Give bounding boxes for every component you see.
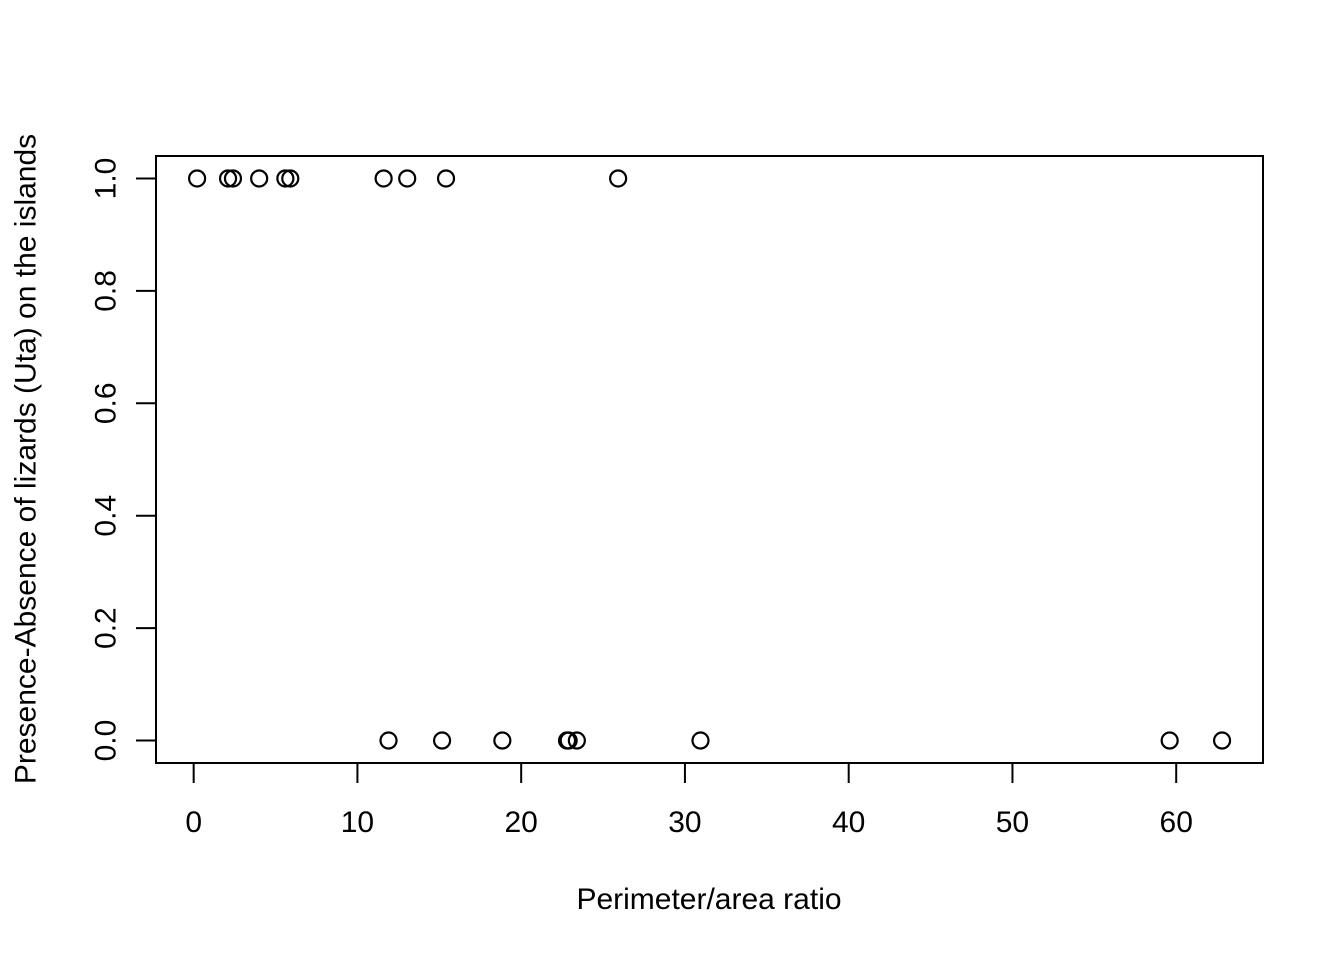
y-axis-tick-label: 0.4 [90, 495, 123, 537]
data-point [379, 731, 398, 750]
y-axis-tick-label: 1.0 [90, 158, 123, 200]
data-point [218, 169, 238, 188]
data-point [436, 169, 456, 188]
data-point [432, 731, 452, 750]
data-point [281, 169, 300, 188]
y-axis-tick-label: 0.0 [90, 720, 123, 762]
y-axis-tick-label: 0.8 [90, 270, 123, 312]
x-axis-ticks: 0 10 20 30 40 50 60 [185, 763, 1193, 839]
y-axis-label: Presence-Absence of lizards (Uta) on the… [10, 134, 43, 784]
data-point [559, 731, 578, 750]
data-point [609, 169, 628, 188]
plot-area [155, 155, 1264, 764]
data-point [567, 731, 586, 750]
data-point [374, 169, 393, 188]
x-axis-tick-label: 30 [668, 806, 701, 839]
x-axis-tick-label: 20 [504, 806, 537, 839]
x-axis-tick-label: 50 [996, 806, 1029, 839]
data-points [188, 169, 1232, 750]
x-axis-tick-label: 0 [185, 806, 202, 839]
data-point [1212, 731, 1232, 750]
data-point [691, 731, 710, 750]
x-axis-label: Perimeter/area ratio [576, 883, 841, 916]
data-point [1160, 731, 1179, 750]
y-axis-tick-label: 0.6 [90, 382, 123, 424]
data-point [398, 169, 417, 188]
y-axis-ticks: 0.0 0.2 0.4 0.6 0.8 1.0 [90, 158, 156, 762]
data-point [223, 169, 243, 188]
data-point [276, 169, 295, 188]
x-axis-tick-label: 10 [341, 806, 374, 839]
data-point [493, 731, 512, 750]
x-axis-tick-label: 60 [1160, 806, 1193, 839]
y-axis-tick-label: 0.2 [90, 607, 123, 649]
x-axis-tick-label: 40 [832, 806, 865, 839]
data-point [188, 169, 207, 188]
data-point [250, 169, 269, 188]
